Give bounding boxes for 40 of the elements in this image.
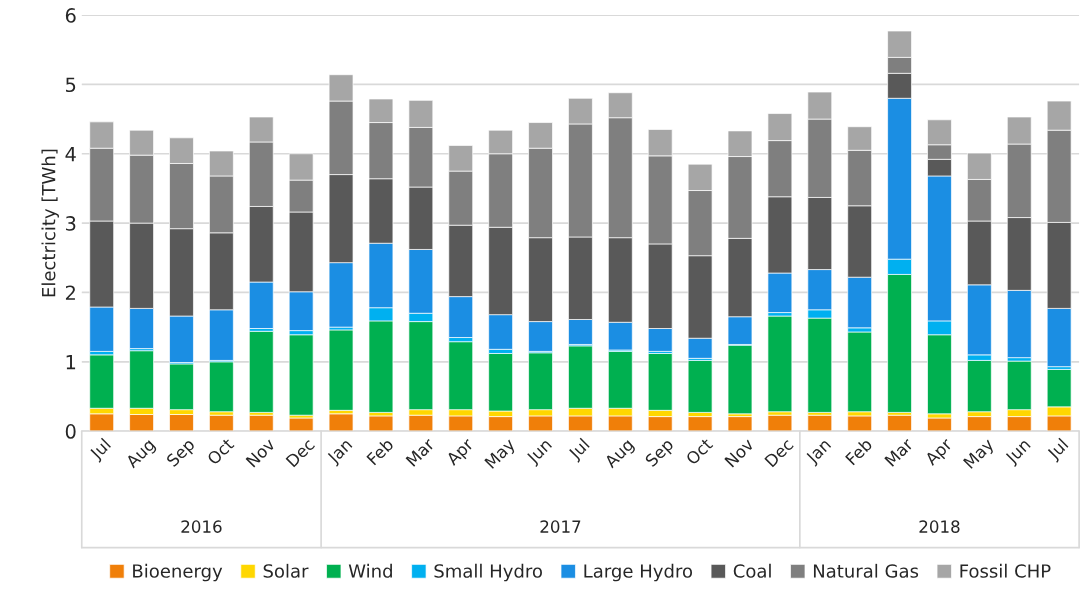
y-tick-label: 3	[66, 216, 76, 231]
y-tick-label: 2	[65, 285, 75, 300]
text: 2018	[919, 520, 960, 533]
x-tick-label: Oct	[685, 437, 714, 466]
text: 2016	[181, 520, 222, 533]
x-tick-label: Jul	[1045, 437, 1071, 463]
legend-label: Large Hydro	[584, 563, 693, 582]
legend-label: Fossil CHP	[960, 563, 1051, 578]
legend-label: Coal	[733, 563, 771, 578]
y-tick-label: 4	[65, 146, 76, 162]
text: 2017	[540, 520, 581, 533]
y-axis-title: Electricity [TWh]	[41, 149, 59, 297]
x-tick-label: Sep	[644, 437, 677, 470]
x-tick-label: Jul	[88, 437, 114, 463]
y-tick-label: 0	[65, 424, 76, 439]
x-tick-label: Jan	[326, 438, 355, 467]
x-tick-label: Jan	[804, 438, 834, 467]
x-tick-label: Mar	[405, 437, 436, 467]
y-tick-label: 6	[65, 8, 76, 23]
x-tick-label: Nov	[245, 437, 276, 468]
legend-label: Bioenergy	[133, 563, 223, 582]
x-tick-label: Apr	[445, 437, 477, 469]
x-tick-label: Jul	[567, 437, 593, 463]
y-tick-label: 5	[66, 77, 76, 93]
x-tick-label: Apr	[924, 437, 956, 469]
x-tick-label: Dec	[285, 437, 316, 468]
legend-label: Small Hydro	[434, 563, 542, 582]
x-tick-label: Jun	[1004, 438, 1034, 468]
legend-label: Natural Gas	[813, 563, 919, 578]
legend-label: Solar	[263, 563, 309, 578]
x-tick-label: Nov	[724, 437, 755, 468]
x-tick-label: Feb	[365, 437, 395, 466]
x-tick-label: Sep	[165, 437, 198, 470]
legend-label: Wind	[348, 563, 392, 578]
x-tick-label: Dec	[764, 437, 794, 468]
x-tick-label: Jun	[525, 438, 555, 468]
y-tick-label: 1	[66, 355, 76, 370]
x-tick-label: Feb	[844, 437, 873, 466]
x-tick-label: Oct	[206, 437, 235, 466]
x-tick-label: Mar	[884, 437, 915, 467]
